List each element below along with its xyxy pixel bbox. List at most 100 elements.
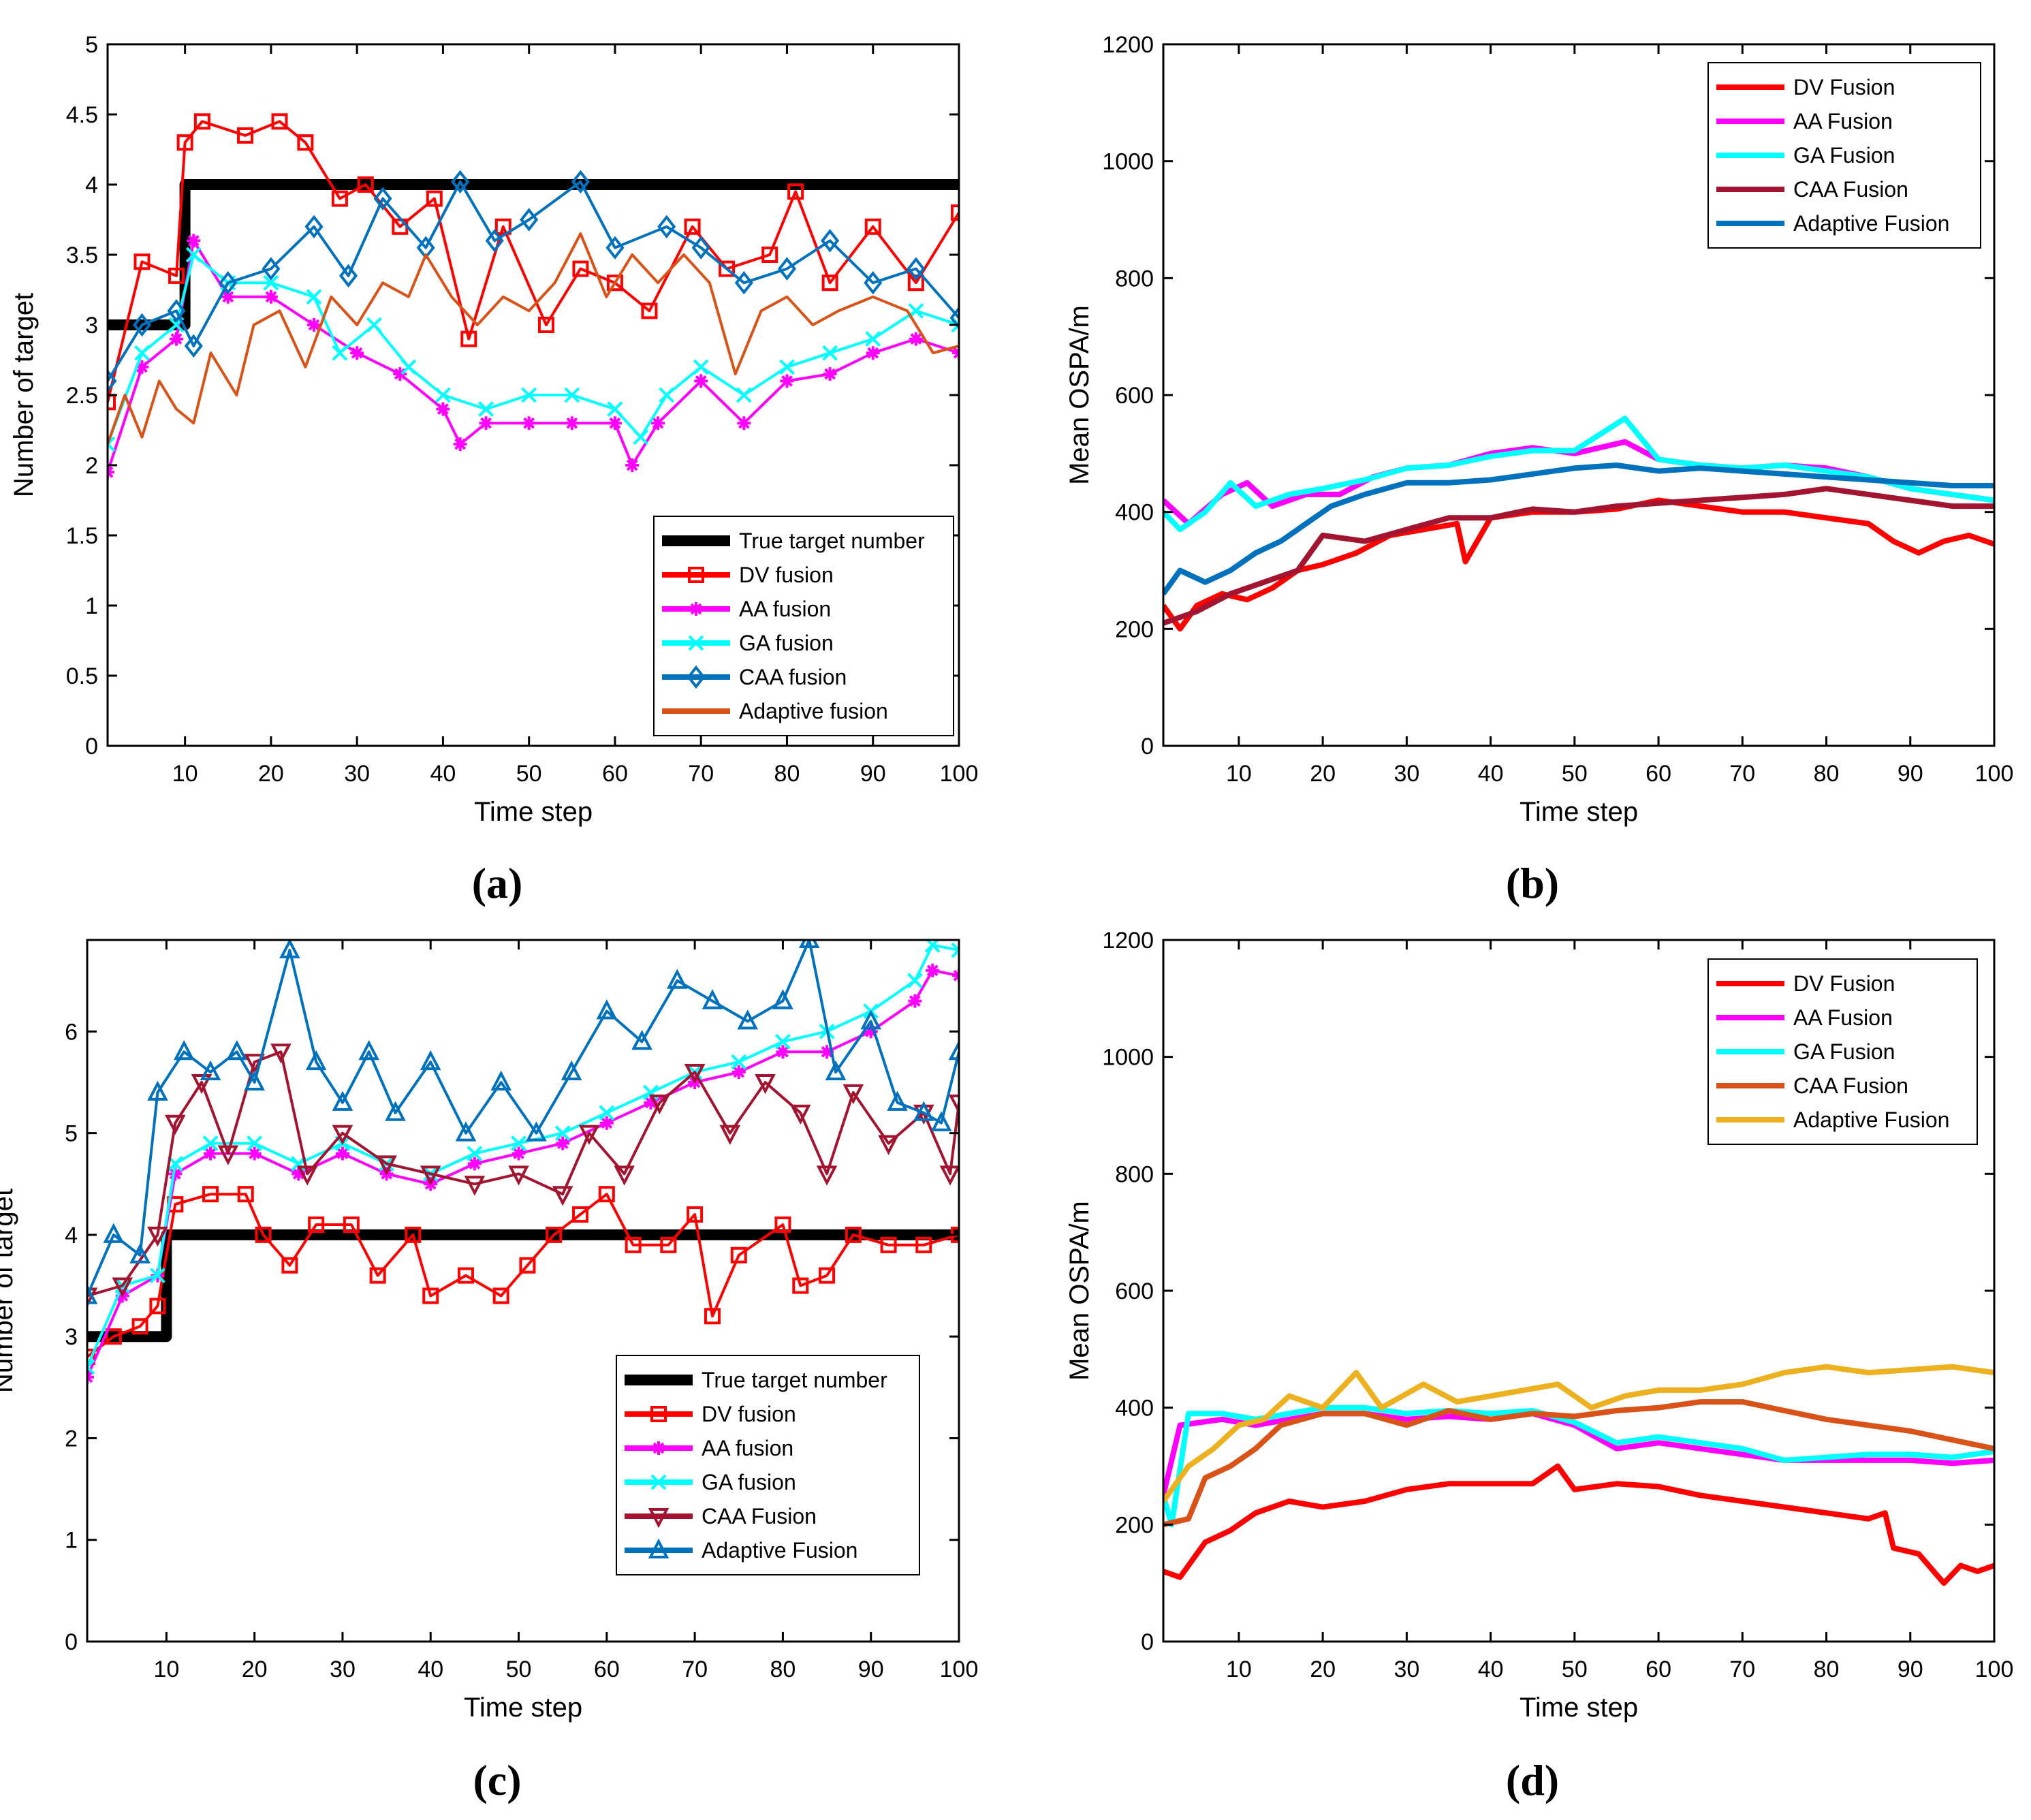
data-point [907,973,923,989]
data-point [147,1080,168,1101]
data-point [660,1236,677,1253]
data-point [755,1073,776,1095]
y-tick-label: 3 [65,1324,78,1350]
data-point [792,1277,809,1294]
data-point [167,299,186,323]
data-point [887,1091,908,1111]
data-point [305,1050,327,1071]
chart-panel-1: 10 20 30 40 50 60 70 80 90 100 0 0.5 1 1.5 2 2.5 3 3.5 4 4.… [9,32,978,827]
data-point [614,1165,635,1186]
data-point [631,1029,652,1050]
data-point [687,1206,704,1223]
y-tick-label: 1200 [1102,32,1154,58]
data-point [907,257,926,281]
data-point [684,218,701,235]
data-point [737,1009,758,1030]
data-point [393,367,407,381]
x-tick-label: 60 [1646,1657,1671,1682]
data-point [821,274,838,292]
data-point [173,1039,195,1061]
x-tick-label: 40 [418,1657,443,1682]
data-point [939,1165,959,1186]
x-tick-label: 60 [602,761,628,787]
series-group [87,940,959,1384]
data-point [193,113,210,130]
x-axis-label: Time step [474,797,593,827]
y-tick-label: 200 [1115,1512,1154,1538]
legend-label: Adaptive fusion [739,699,888,723]
legend-box [616,1355,920,1575]
data-point [369,1267,386,1284]
series-line-2 [1163,1411,1994,1496]
data-point [822,345,838,361]
data-point [633,429,649,445]
y-axis-label: Mean OSPA/m [1065,1201,1095,1381]
x-tick-label: 80 [770,1657,796,1682]
data-point [453,437,467,452]
data-point [878,1135,899,1155]
legend-label: DV fusion [739,563,834,587]
data-point [185,247,202,263]
data-point [511,1146,526,1161]
legend-marker [648,1508,670,1528]
data-point [864,1024,878,1039]
data-point [479,416,493,430]
data-point [281,1257,298,1274]
data-point [508,1165,529,1186]
legend-label: DV Fusion [1793,75,1895,99]
data-point [556,1136,570,1150]
data-point [135,360,149,374]
data-point [608,416,622,430]
data-point [607,401,623,418]
data-point [651,416,665,430]
data-point [578,1125,600,1145]
data-point [263,274,279,291]
x-tick-label: 100 [940,1657,979,1682]
data-point [787,183,804,200]
y-tick-label: 400 [1115,1396,1154,1422]
data-point [478,401,494,418]
data-point [366,317,382,333]
data-point [357,176,374,193]
data-point [164,1114,186,1135]
y-tick-label: 200 [1115,616,1154,642]
data-point [908,994,922,1008]
data-point [103,1223,125,1243]
data-point [129,1243,151,1264]
legend-marker [689,602,703,616]
axes-frame [86,939,960,1643]
x-tick-label: 100 [940,761,979,787]
data-point [948,1094,959,1115]
data-point [860,1009,882,1030]
y-tick-label: 4 [85,172,98,198]
legend-marker [650,1406,667,1422]
legend-label: Adaptive Fusion [702,1538,857,1563]
data-point [907,274,924,292]
caption-b: (b) [1506,859,1559,907]
chart-panel-3: 10 20 30 40 50 60 70 80 90 100 0 1 2 3 4 5 6 Time step Num… [0,939,979,1723]
y-tick-label: 1000 [1102,149,1154,175]
data-point [926,963,940,977]
data-point [704,1308,721,1325]
data-point [789,1104,811,1125]
data-point [522,416,536,430]
y-tick-label: 2 [85,453,98,479]
data-point [494,218,511,235]
data-point [376,1155,397,1176]
data-point [554,1125,571,1142]
data-point [187,234,201,248]
data-point [913,1101,934,1121]
data-point [864,270,883,295]
legend-label: AA fusion [739,597,831,621]
series-line-5 [108,180,959,382]
y-tick-label: 4 [65,1223,78,1249]
data-point [304,215,324,239]
data-point [221,289,235,304]
data-point [279,940,300,958]
data-point [204,1146,218,1161]
data-point [455,1121,477,1142]
data-point [565,416,579,430]
data-point [845,1226,862,1243]
y-tick-label: 800 [1115,266,1154,292]
series-line-6 [108,232,959,445]
